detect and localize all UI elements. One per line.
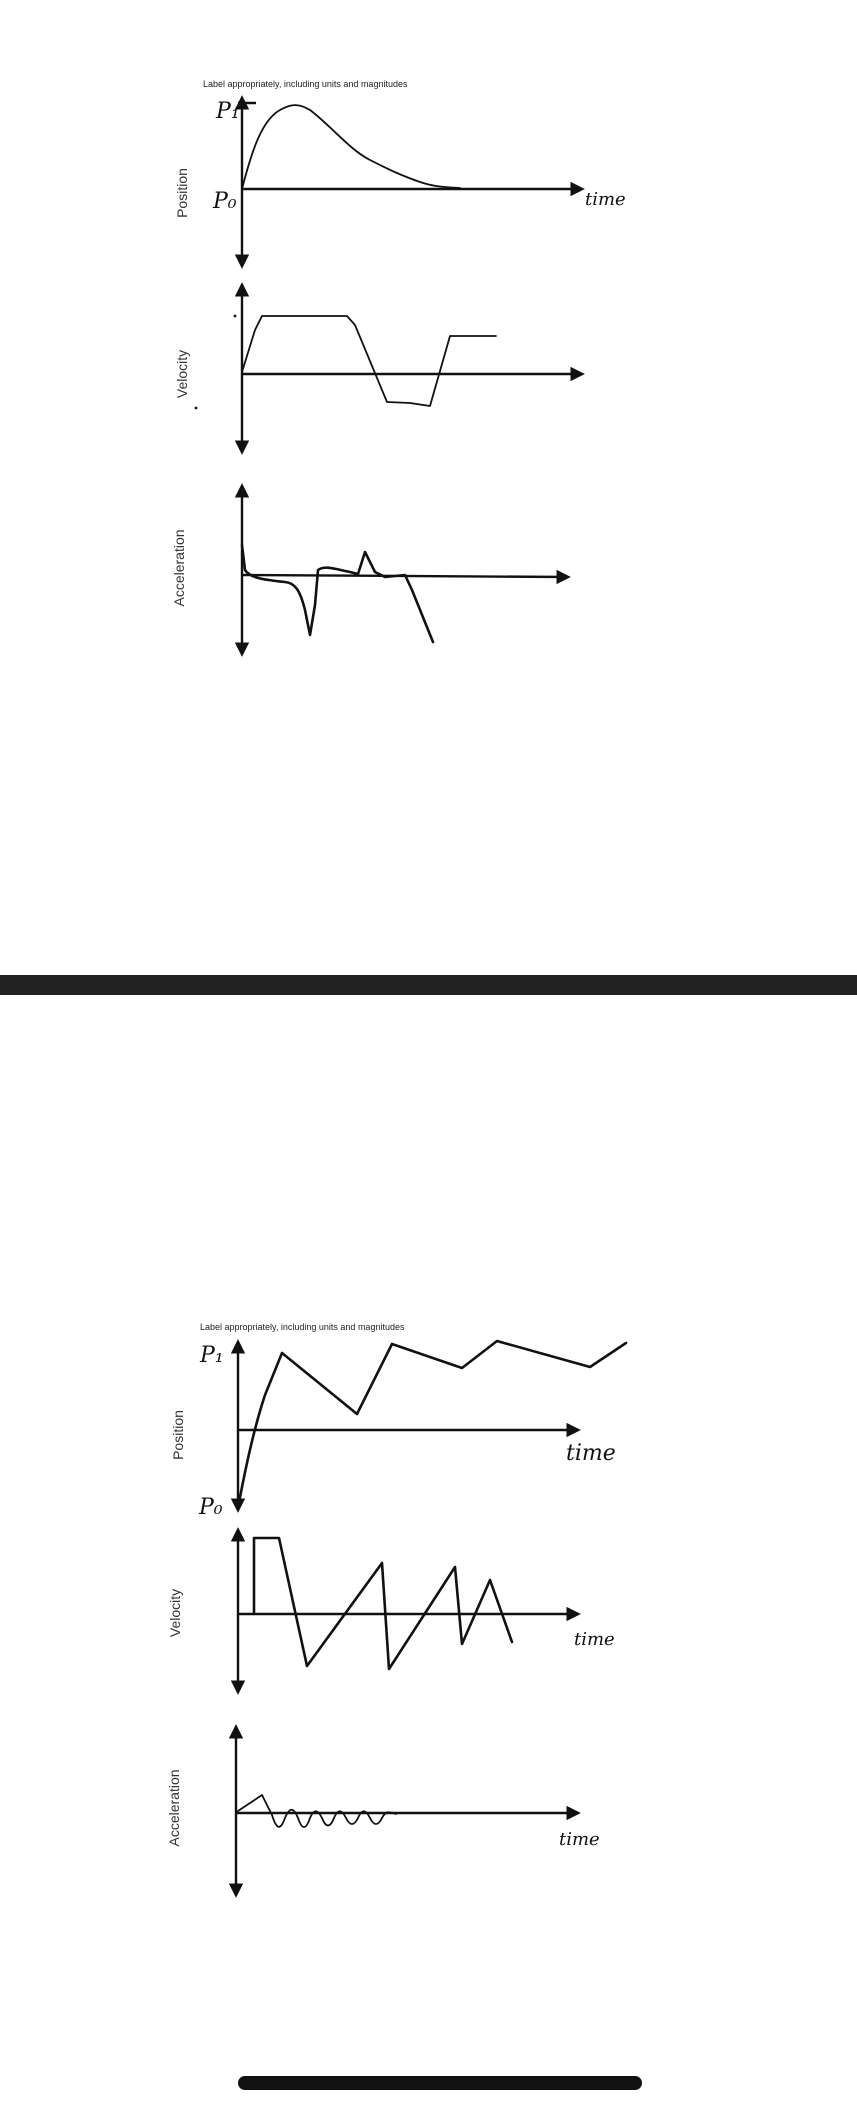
top-position-ylabel: Position <box>174 168 190 218</box>
top-acceleration-chart: Acceleration <box>171 483 571 657</box>
top-caption: Label appropriately, including units and… <box>203 79 408 89</box>
bottom-p1-tag: P₁ <box>199 1343 224 1368</box>
top-sheet: Label appropriately, including units and… <box>171 79 626 657</box>
ink-dot <box>194 406 198 410</box>
top-position-chart: Position P₁ P₀ time <box>174 95 626 269</box>
top-position-curve <box>241 104 461 190</box>
top-p0-tag: P₀ <box>212 189 237 214</box>
ink-dot <box>233 314 237 318</box>
top-velocity-chart: Velocity <box>174 282 585 455</box>
bottom-caption: Label appropriately, including units and… <box>200 1322 405 1332</box>
home-indicator[interactable] <box>238 2076 642 2090</box>
bottom-velocity-time-label: time <box>574 1629 615 1650</box>
top-acceleration-ylabel: Acceleration <box>171 529 187 606</box>
bottom-acceleration-chart: Acceleration time <box>166 1724 600 1898</box>
bottom-acceleration-ylabel: Acceleration <box>166 1769 182 1846</box>
bottom-velocity-ylabel: Velocity <box>167 1589 183 1637</box>
bottom-velocity-curve <box>252 1536 514 1671</box>
bottom-position-ylabel: Position <box>170 1410 186 1460</box>
bottom-acceleration-time-label: time <box>559 1829 600 1850</box>
sheet-divider <box>0 975 857 995</box>
bottom-position-curve <box>236 1339 628 1510</box>
top-p1-tag: P₁ <box>215 99 240 124</box>
bottom-sheet: Label appropriately, including units and… <box>166 1322 628 1898</box>
bottom-p0-tag: P₀ <box>198 1495 223 1520</box>
top-velocity-ylabel: Velocity <box>174 350 190 398</box>
bottom-velocity-chart: Velocity time <box>167 1527 615 1695</box>
bottom-position-chart: Position P₁ P₀ time <box>170 1339 628 1520</box>
top-velocity-curve <box>241 315 497 407</box>
top-position-time-label: time <box>585 189 626 210</box>
bottom-position-time-label: time <box>566 1441 616 1466</box>
top-acceleration-curve <box>240 543 435 644</box>
bottom-acceleration-curve <box>237 1794 397 1828</box>
